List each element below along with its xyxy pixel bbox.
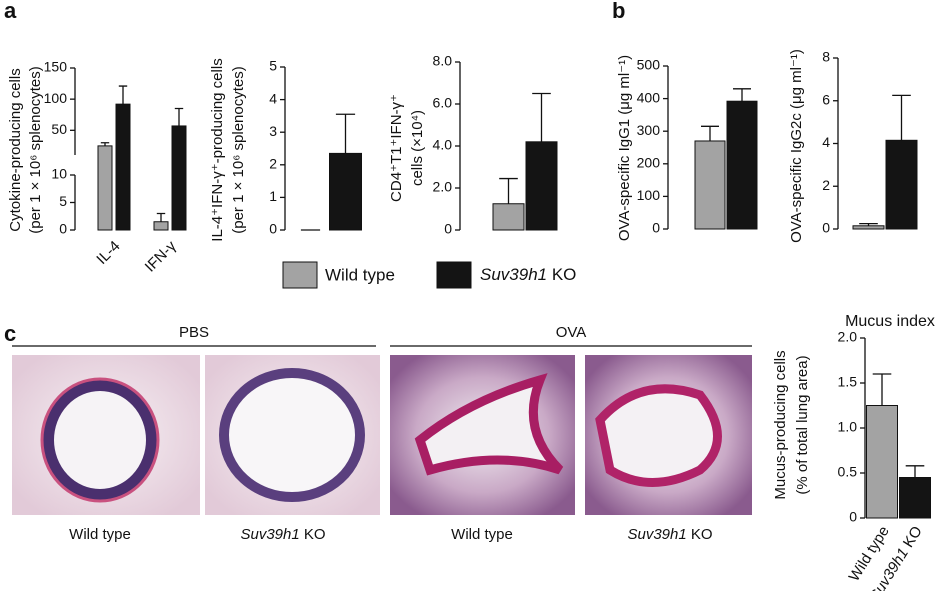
bar bbox=[115, 103, 131, 231]
y-tick-label: 300 bbox=[637, 122, 661, 138]
y-tick-label: 50 bbox=[51, 121, 67, 137]
error-bar bbox=[174, 107, 184, 126]
bar bbox=[852, 225, 885, 230]
bar bbox=[726, 100, 758, 230]
chart-title: Mucus index bbox=[845, 313, 935, 330]
y-tick-label: 1 bbox=[269, 188, 277, 204]
y-tick-label: 2.0 bbox=[838, 329, 858, 345]
y-tick-label: 6 bbox=[822, 91, 830, 107]
error-bar bbox=[905, 465, 925, 478]
bar bbox=[329, 152, 362, 231]
histology-images bbox=[12, 355, 752, 515]
error-bar bbox=[733, 88, 751, 102]
airway bbox=[414, 373, 564, 476]
y-tick-label: 500 bbox=[637, 57, 661, 73]
group-title: OVA bbox=[556, 324, 587, 341]
y-axis-label: cells (×10⁴) bbox=[409, 110, 426, 186]
legend-label: Wild type bbox=[325, 265, 395, 284]
error-bar bbox=[499, 177, 518, 204]
image-caption: Suv39h1 KO bbox=[627, 526, 712, 543]
panel-label: c bbox=[4, 321, 16, 346]
legend-swatch bbox=[436, 261, 472, 289]
y-tick-label: 8.0 bbox=[433, 53, 453, 69]
bar bbox=[866, 405, 898, 519]
panel-label: b bbox=[612, 0, 625, 23]
bar bbox=[525, 141, 558, 231]
y-tick-label: 1.5 bbox=[838, 374, 858, 390]
error-bar bbox=[872, 373, 892, 406]
y-tick-label: 400 bbox=[637, 89, 661, 105]
y-tick-label: 0.5 bbox=[838, 464, 858, 480]
y-tick-label: 8 bbox=[822, 49, 830, 65]
y-tick-label: 6.0 bbox=[433, 95, 453, 111]
y-axis-label: (% of total lung area) bbox=[794, 355, 811, 494]
y-tick-label: 0 bbox=[59, 221, 67, 237]
y-axis-label: Cytokine-producing cells bbox=[7, 68, 24, 231]
image-caption: Wild type bbox=[69, 526, 131, 543]
error-bar bbox=[701, 125, 719, 141]
error-bar bbox=[100, 142, 110, 146]
y-tick-label: 0 bbox=[822, 220, 830, 236]
bar bbox=[885, 139, 918, 230]
y-tick-label: 100 bbox=[44, 90, 68, 106]
bar bbox=[97, 145, 113, 231]
y-tick-label: 100 bbox=[637, 187, 661, 203]
y-axis-label: (per 1 × 10⁶ splenocytes) bbox=[230, 66, 247, 234]
y-axis-label: OVA-specific IgG2c (μg ml⁻¹) bbox=[788, 49, 805, 243]
y-tick-label: 1.0 bbox=[838, 419, 858, 435]
y-axis-label: IL-4⁺IFN-γ⁺-producing cells bbox=[209, 58, 226, 241]
bar bbox=[899, 477, 931, 519]
airway bbox=[595, 384, 722, 487]
y-axis-label: OVA-specific IgG1 (μg ml⁻¹) bbox=[616, 55, 633, 241]
x-tick-label: IL-4 bbox=[93, 238, 123, 268]
y-axis-label: (per 1 × 10⁶ splenocytes) bbox=[27, 66, 44, 234]
airway-wall bbox=[40, 377, 160, 503]
y-tick-label: 0 bbox=[444, 221, 452, 237]
y-tick-label: 200 bbox=[637, 155, 661, 171]
y-tick-label: 4.0 bbox=[433, 137, 453, 153]
y-axis-label: Mucus-producing cells bbox=[772, 350, 789, 499]
y-tick-label: 5 bbox=[59, 193, 67, 209]
error-bar bbox=[859, 223, 878, 226]
y-tick-label: 0 bbox=[849, 509, 857, 525]
bar bbox=[492, 203, 525, 231]
y-tick-label: 4 bbox=[269, 90, 277, 106]
y-tick-label: 0 bbox=[652, 220, 660, 236]
legend-swatch bbox=[282, 261, 318, 289]
panel-label: a bbox=[4, 0, 17, 23]
y-tick-label: 0 bbox=[269, 221, 277, 237]
y-tick-label: 10 bbox=[51, 166, 67, 182]
y-tick-label: 4 bbox=[822, 134, 830, 150]
error-bar bbox=[335, 113, 356, 154]
image-caption: Suv39h1 KO bbox=[240, 526, 325, 543]
y-tick-label: 2.0 bbox=[433, 179, 453, 195]
bar bbox=[694, 140, 726, 230]
y-tick-label: 5 bbox=[269, 58, 277, 74]
y-tick-label: 2 bbox=[269, 156, 277, 172]
y-tick-label: 150 bbox=[44, 59, 68, 75]
error-bar bbox=[118, 85, 128, 105]
y-tick-label: 2 bbox=[822, 177, 830, 193]
legend-label: Suv39h1 KO bbox=[480, 265, 576, 284]
y-axis-label: CD4⁺T1⁺IFN-γ⁺ bbox=[388, 94, 405, 202]
bar bbox=[171, 125, 187, 231]
error-bar bbox=[892, 94, 911, 141]
bar bbox=[153, 221, 169, 231]
group-title: PBS bbox=[179, 324, 209, 341]
airway bbox=[42, 379, 158, 501]
airway bbox=[219, 368, 365, 502]
image-caption: Wild type bbox=[451, 526, 513, 543]
error-bar bbox=[532, 92, 551, 142]
x-tick-label: IFN-γ bbox=[142, 237, 180, 275]
y-tick-label: 3 bbox=[269, 123, 277, 139]
error-bar bbox=[156, 212, 166, 222]
